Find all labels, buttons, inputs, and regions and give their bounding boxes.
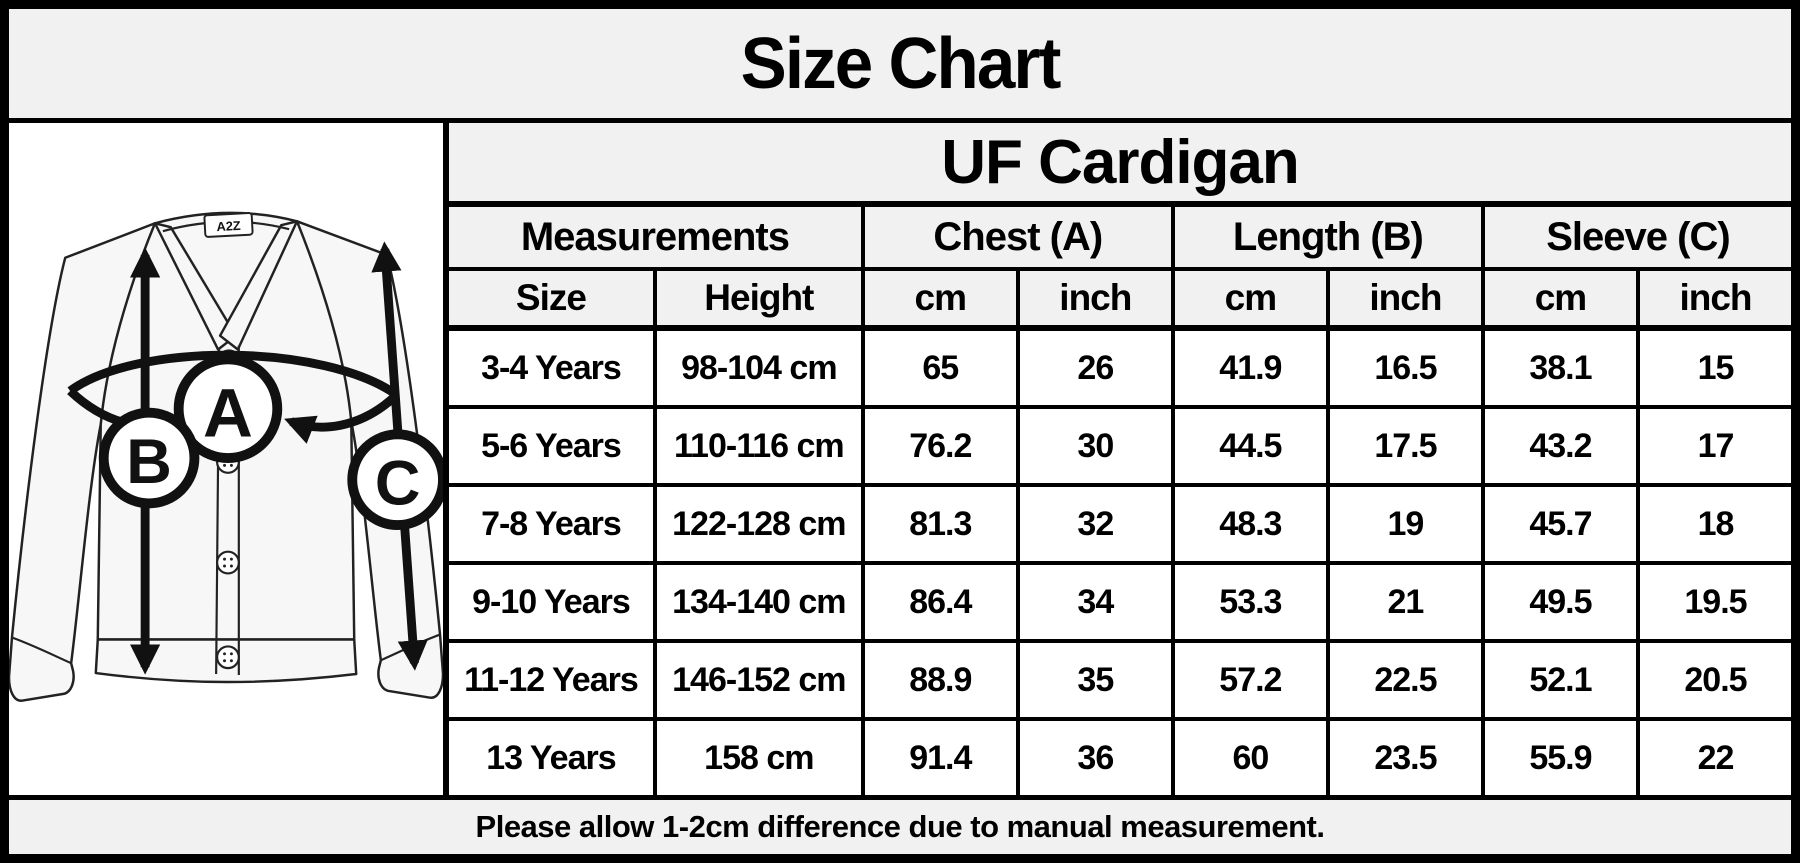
chest-cm-cell: 65 [864,331,1016,405]
brand-tag-label: A2Z [216,218,241,234]
length-inch-cell: 16.5 [1329,331,1481,405]
length-label: B [126,427,172,497]
chest-label: A [203,374,253,452]
footer-band: Please allow 1-2cm difference due to man… [9,795,1791,854]
column-header-sleeve-cm: cm [1484,271,1636,327]
length-inch-cell: 22.5 [1329,643,1481,717]
length-cm-cell: 48.3 [1174,487,1326,561]
page-title: Size Chart [740,23,1062,104]
size-cell: 3-4 Years [449,331,653,405]
chest-inch-cell: 30 [1019,409,1171,483]
column-header-length-cm: cm [1174,271,1326,327]
brand-tag: A2Z [203,212,254,238]
column-header-length-inch: inch [1329,271,1481,327]
column-group-measurements: Measurements [449,207,861,267]
chest-inch-cell: 36 [1019,721,1171,795]
sleeve-cm-cell: 45.7 [1484,487,1636,561]
size-table: UF Cardigan Measurements Chest (A) Lengt… [449,123,1791,795]
size-cell: 13 Years [449,721,653,795]
size-cell: 7-8 Years [449,487,653,561]
chest-cm-cell: 81.3 [864,487,1016,561]
column-header-size: Size [449,271,653,327]
sleeve-cm-cell: 38.1 [1484,331,1636,405]
height-cell: 146-152 cm [656,643,861,717]
column-group-chest: Chest (A) [864,207,1171,267]
height-cell: 122-128 cm [656,487,861,561]
measure-badges: A B C [98,354,443,531]
sleeve-cm-cell: 43.2 [1484,409,1636,483]
length-inch-cell: 21 [1329,565,1481,639]
length-inch-cell: 17.5 [1329,409,1481,483]
size-cell: 9-10 Years [449,565,653,639]
length-inch-cell: 19 [1329,487,1481,561]
length-inch-cell: 23.5 [1329,721,1481,795]
length-cm-cell: 53.3 [1174,565,1326,639]
sleeve-badge-circle [347,429,443,531]
column-header-chest-inch: inch [1019,271,1171,327]
column-group-length: Length (B) [1174,207,1481,267]
sleeve-inch-cell: 18 [1639,487,1791,561]
title-band: Size Chart [9,9,1791,123]
height-cell: 98-104 cm [656,331,861,405]
length-cm-cell: 57.2 [1174,643,1326,717]
length-cm-cell: 41.9 [1174,331,1326,405]
length-cm-cell: 60 [1174,721,1326,795]
sleeve-inch-cell: 15 [1639,331,1791,405]
sleeve-inch-cell: 19.5 [1639,565,1791,639]
sleeve-label: C [375,449,421,519]
chest-cm-cell: 86.4 [864,565,1016,639]
column-header-chest-cm: cm [864,271,1016,327]
height-cell: 134-140 cm [656,565,861,639]
height-cell: 110-116 cm [656,409,861,483]
column-header-height: Height [656,271,861,327]
column-group-sleeve: Sleeve (C) [1484,207,1791,267]
chest-inch-cell: 35 [1019,643,1171,717]
sleeve-inch-cell: 22 [1639,721,1791,795]
table-title: UF Cardigan [449,123,1791,203]
sleeve-cm-cell: 49.5 [1484,565,1636,639]
sleeve-inch-cell: 17 [1639,409,1791,483]
length-cm-cell: 44.5 [1174,409,1326,483]
chest-cm-cell: 91.4 [864,721,1016,795]
chest-badge-circle [173,354,283,463]
cardigan-diagram-panel: A2Z [9,123,449,795]
column-header-sleeve-inch: inch [1639,271,1791,327]
chest-cm-cell: 76.2 [864,409,1016,483]
chest-inch-cell: 32 [1019,487,1171,561]
size-cell: 5-6 Years [449,409,653,483]
chest-inch-cell: 26 [1019,331,1171,405]
height-cell: 158 cm [656,721,861,795]
sleeve-cm-cell: 55.9 [1484,721,1636,795]
measurement-note: Please allow 1-2cm difference due to man… [475,809,1325,844]
main-area: A2Z [9,123,1791,795]
chest-inch-cell: 34 [1019,565,1171,639]
length-badge-circle [98,407,200,509]
sleeve-inch-cell: 20.5 [1639,643,1791,717]
cardigan-illustration: A2Z [9,211,443,702]
sleeve-cm-cell: 52.1 [1484,643,1636,717]
chest-cm-cell: 88.9 [864,643,1016,717]
chest-arrow-right [284,391,400,444]
size-cell: 11-12 Years [449,643,653,717]
